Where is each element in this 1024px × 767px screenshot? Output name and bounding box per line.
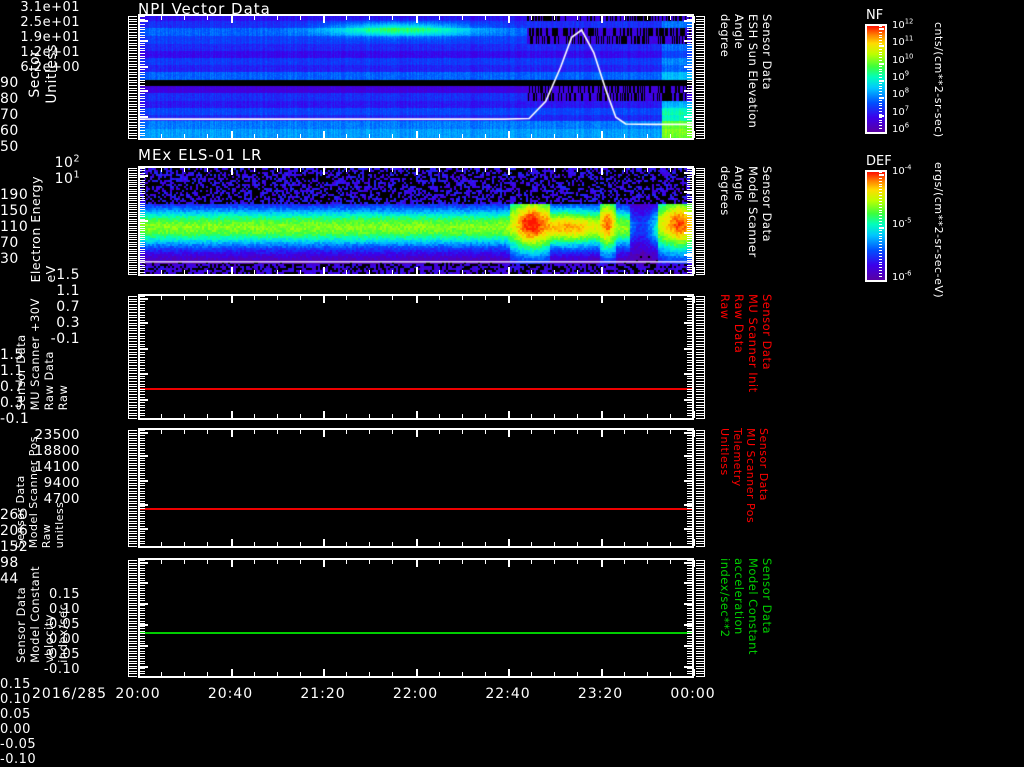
xtick-label: 20:00 [115, 686, 161, 702]
colorbar-def [865, 170, 887, 282]
colorbar-tick-label: 10-5 [892, 216, 912, 230]
xtick-label: 20:40 [207, 686, 254, 702]
panel-els-right-axis-label: Sensor Data Model Scanner Angle degrees [718, 166, 774, 258]
colorbar-tick-label: 107 [892, 104, 910, 118]
panel-npi-left-axis-label: Sector Unitless [27, 44, 60, 104]
xaxis-date-label: 2016/285 [32, 686, 108, 702]
panel-scannerpos-right-axis-label: Sensor Data MU Scanner Pos Telemetry Uni… [718, 428, 770, 524]
panel-npi-right-axis-label: Sensor Data ESH Sun Elevation Angle degr… [718, 14, 774, 129]
colorbar-nf-units: cnts/(cm**2-sr-sec) [932, 22, 945, 138]
panel-scanner30v-plot[interactable] [138, 294, 694, 420]
ytick-label-right: 60 [0, 123, 19, 139]
panel-els-plot[interactable] [138, 166, 694, 276]
ytick-label: 3.1e+01 [20, 0, 80, 15]
colorbar-tick-label: 1011 [892, 35, 914, 49]
xtick-label: 22:00 [392, 686, 439, 702]
ytick-label-right: 0.00 [0, 722, 31, 737]
panel-constvel-left-axis-label: Sensor Data Model Constant velocity inde… [14, 566, 70, 663]
panel-constvel-plot[interactable] [138, 558, 694, 678]
colorbar-nf-ticklabels: 1012 1011 1010 109 108 107 106 [892, 17, 928, 138]
xtick-label: 23:20 [577, 686, 624, 702]
colorbar-nf-title: NF [866, 8, 884, 23]
ytick-label-right: -0.10 [0, 752, 37, 767]
xtick-label: 21:20 [300, 686, 346, 702]
els-spectrogram [140, 168, 692, 274]
panel-title-npi: NPI Vector Data [138, 0, 271, 18]
trace-mu-scanner-init [140, 388, 692, 390]
colorbar-tick-label: 10-4 [892, 163, 912, 177]
xaxis-tick-labels: 20:00 20:40 21:20 22:00 22:40 23:20 00:00 [0, 686, 1024, 706]
ytick-label-right: 0.05 [0, 707, 31, 722]
ytick-label: 1.1 [56, 283, 80, 299]
ytick-label-right: 70 [0, 107, 19, 123]
ytick-label: 2.5e+01 [20, 15, 80, 30]
panel-constvel-right-axis-label: Sensor Data Model Constant acceleration … [718, 558, 774, 655]
npi-spectrogram [140, 16, 692, 138]
xtick-label: 00:00 [670, 686, 716, 702]
colorbar-tick-label: 1012 [892, 17, 914, 31]
colorbar-tick-label: 1010 [892, 52, 914, 66]
colorbar-tick-label: 10-6 [892, 269, 912, 283]
colorbar-tick-label: 109 [892, 69, 910, 83]
trace-model-constant-acceleration [140, 632, 692, 634]
panel-scanner30v-right-axis-label: Sensor Data MU Scanner Init Raw Data Raw [718, 294, 774, 393]
panel-els-left-axis-label: Electron Energy eV [28, 176, 58, 283]
panel-npi-plot[interactable] [138, 14, 694, 140]
ytick-label-right: 50 [0, 139, 19, 155]
panel-title-els: MEx ELS-01 LR [138, 146, 263, 164]
colorbar-tick-label: 108 [892, 87, 910, 101]
panel-scanner30v-left-axis-label: Sensor Data MU Scanner +30V Raw Data Raw [14, 298, 70, 411]
colorbar-def-title: DEF [866, 154, 892, 169]
xtick-label: 22:40 [485, 686, 531, 702]
panel-scannerpos-left-axis-label: Sensor Data Model Scanner Pos Raw unitle… [14, 436, 66, 549]
colorbar-def-units: ergs/(cm**2-sr-sec-eV) [932, 162, 945, 299]
colorbar-def-ticklabels: 10-4 10-5 10-6 [892, 163, 928, 286]
ytick-label: 102 [54, 153, 80, 171]
colorbar-nf [865, 24, 887, 134]
ytick-label: 1.9e+01 [20, 30, 80, 45]
panel-scannerpos-plot[interactable] [138, 428, 694, 548]
ytick-label-right: -0.05 [0, 737, 37, 752]
colorbar-tick-label: 106 [892, 121, 910, 135]
trace-mu-scanner-pos-telemetry [140, 508, 692, 510]
